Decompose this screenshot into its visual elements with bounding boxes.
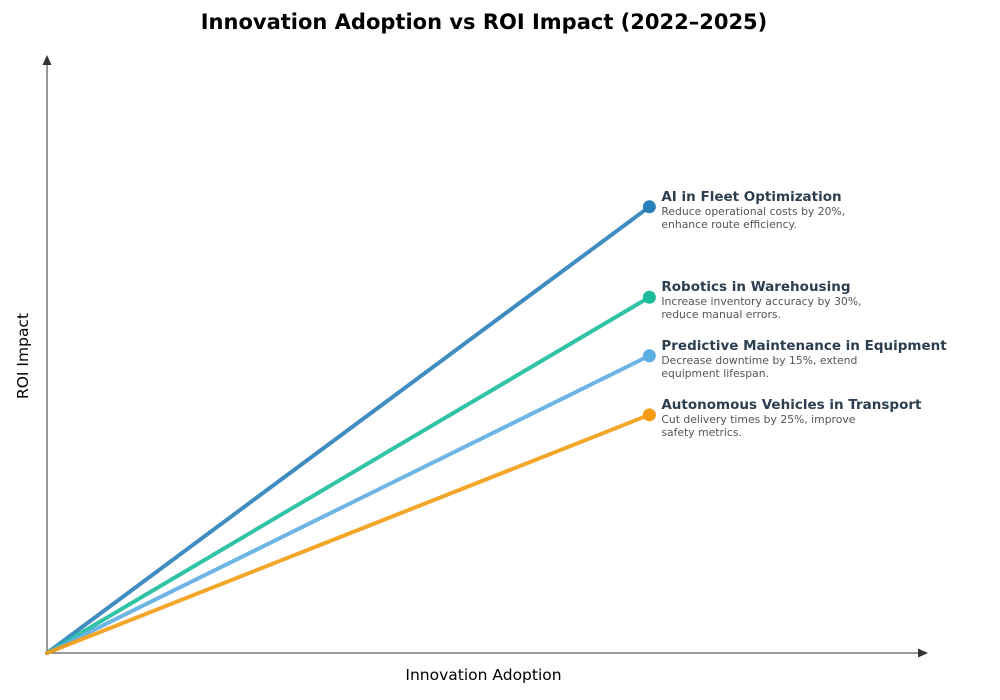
annotation-robotics: Robotics in Warehousing Increase invento… [661, 279, 881, 321]
x-axis-arrow-icon [918, 648, 928, 658]
annotation-description: Increase inventory accuracy by 30%, redu… [661, 295, 862, 322]
series-endpoint-1 [642, 290, 656, 304]
y-axis-arrow-icon [42, 55, 52, 65]
annotation-description: Decrease downtime by 15%, extend equipme… [661, 353, 858, 380]
series-line-0 [45, 204, 652, 655]
series-endpoint-0 [642, 200, 656, 214]
series-endpoint-3 [642, 408, 656, 422]
series-line-2 [45, 353, 652, 655]
annotation-title: Predictive Maintenance in Equipment [661, 337, 947, 354]
series-line-1 [45, 295, 652, 655]
annotation-title: Robotics in Warehousing [661, 279, 851, 296]
chart-title: Innovation Adoption vs ROI Impact (2022–… [200, 10, 768, 34]
annotation-ai-fleet: AI in Fleet Optimization Reduce operatio… [661, 189, 881, 231]
y-axis-label: ROI Impact [14, 312, 32, 400]
annotation-title: Autonomous Vehicles in Transport [661, 396, 922, 413]
series-endpoint-2 [642, 349, 656, 363]
annotation-description: Reduce operational costs by 20%, enhance… [661, 204, 846, 231]
x-axis-label: Innovation Adoption [405, 666, 562, 684]
annotation-title: AI in Fleet Optimization [661, 188, 842, 205]
series-line-3 [45, 412, 652, 655]
annotation-predictive-maintenance: Predictive Maintenance in Equipment Decr… [661, 338, 946, 380]
annotation-description: Cut delivery times by 25%, improve safet… [661, 412, 856, 439]
annotation-autonomous-vehicles: Autonomous Vehicles in Transport Cut del… [661, 397, 921, 439]
